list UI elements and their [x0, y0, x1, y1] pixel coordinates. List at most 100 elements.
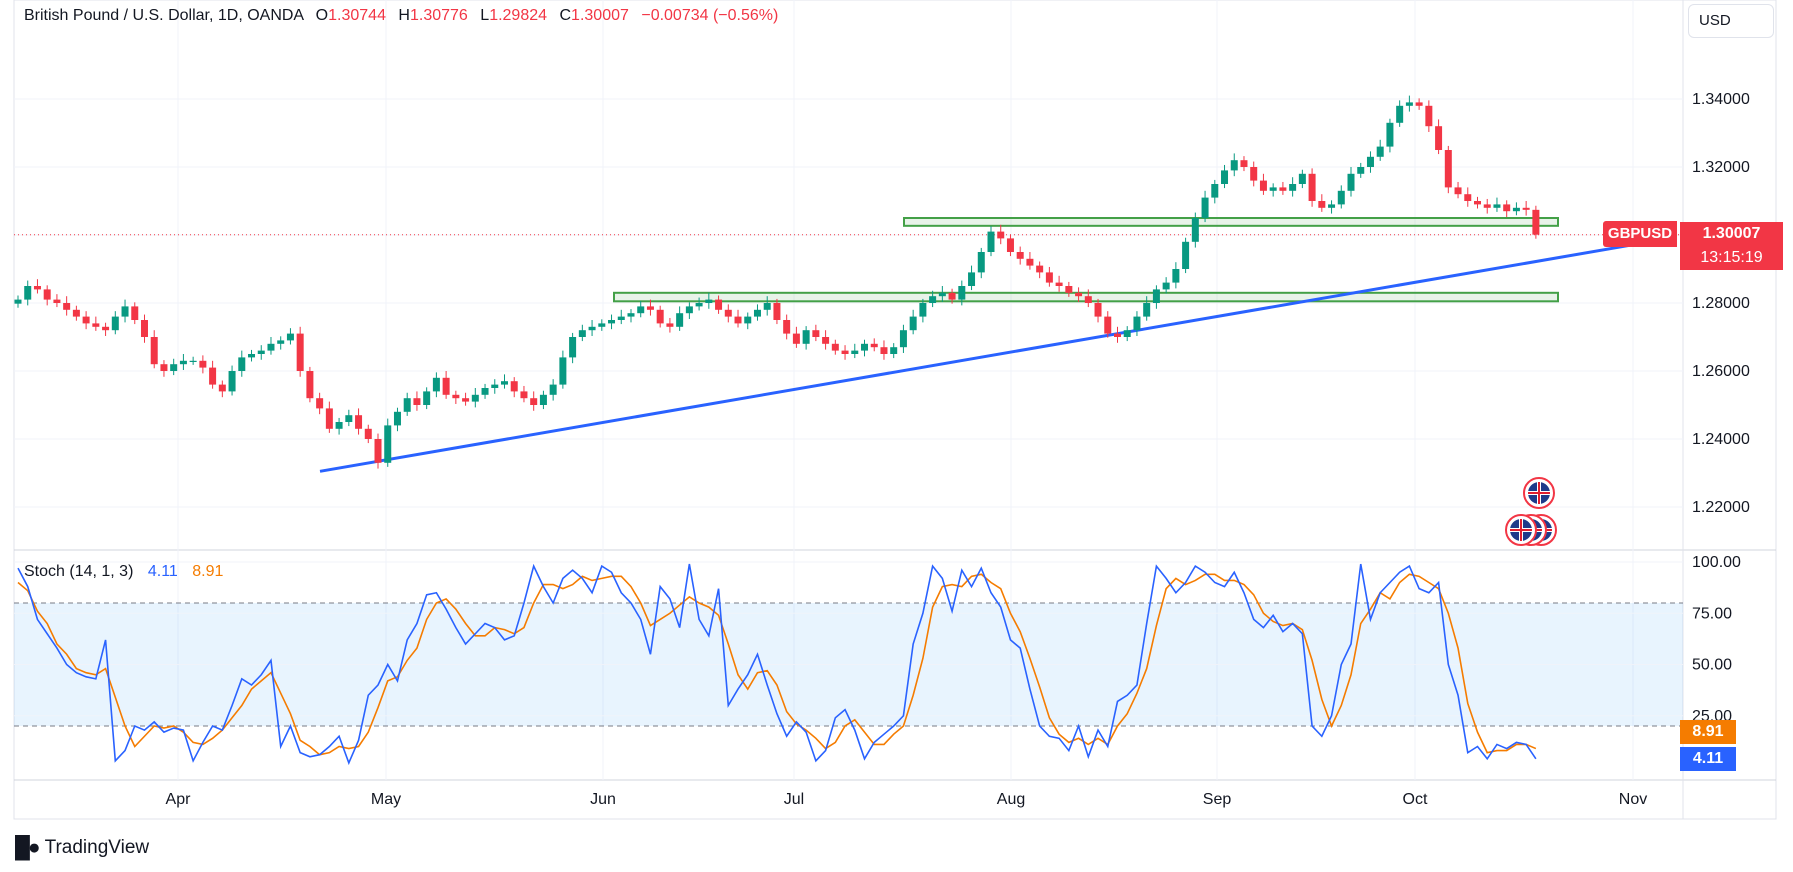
ohlc-high-key: H: [398, 7, 410, 24]
candle-body: [792, 333, 800, 344]
tradingview-wordmark: TradingView: [44, 837, 150, 858]
candle-body: [997, 231, 1005, 239]
candle-body: [1522, 207, 1530, 210]
candle-body: [170, 364, 178, 371]
candle-body: [1357, 167, 1365, 174]
price-change: −0.00734 (−0.56%): [641, 7, 779, 24]
event-markers[interactable]: [1505, 477, 1557, 546]
candle-body: [384, 425, 392, 463]
stoch-band: [14, 561, 1683, 727]
candle-body: [1366, 156, 1374, 167]
candle-body: [851, 350, 859, 354]
candle-body: [676, 313, 684, 327]
candle-body: [705, 299, 713, 303]
candle-body: [627, 313, 635, 317]
candle-body: [1259, 180, 1267, 191]
candle-body: [481, 388, 489, 395]
candle-body: [257, 350, 265, 354]
ohlc-open-key: O: [315, 7, 329, 24]
candle-body: [1104, 316, 1112, 334]
candle-body: [822, 337, 830, 344]
ohlc-close-value: 1.30007: [571, 7, 629, 24]
candle-body: [1143, 303, 1151, 317]
candle-body: [1221, 170, 1229, 184]
candle-body: [393, 411, 401, 426]
candle-body: [82, 316, 90, 324]
candle-body: [598, 323, 606, 327]
stoch-d-tag: 8.91: [1680, 720, 1736, 744]
price-tick-label: 1.22000: [1692, 499, 1750, 516]
candle-body: [1503, 204, 1511, 212]
candle-body: [1211, 184, 1219, 198]
last-price-tag: 1.30007: [1680, 222, 1783, 246]
symbol-legend[interactable]: British Pound / U.S. Dollar, 1D, OANDA O…: [24, 7, 778, 25]
candle-body: [695, 303, 703, 307]
candle-body: [102, 326, 110, 331]
uk-flag-icon: [1505, 514, 1537, 546]
candle-body: [423, 391, 431, 405]
candle-body: [316, 398, 324, 409]
price-tick-label: 1.24000: [1692, 431, 1750, 448]
candle-body: [325, 408, 333, 429]
candle-body: [938, 292, 946, 297]
candle-body: [33, 286, 41, 290]
candle-body: [1123, 330, 1131, 337]
candle-body: [870, 343, 878, 348]
candle-body: [578, 330, 586, 337]
stoch-d-line: [17, 573, 1537, 756]
candle-body: [335, 422, 343, 429]
stoch-tick-label: 75.00: [1692, 605, 1732, 622]
stoch-k-value: 4.11: [147, 563, 178, 580]
ohlc-close-key: C: [559, 7, 572, 24]
candle-body: [1269, 187, 1277, 191]
candle-body: [1512, 207, 1520, 212]
time-axis[interactable]: Apr May Jun Jul Aug Sep Oct Nov: [166, 791, 1648, 808]
candle-body: [530, 398, 538, 405]
trendline-segment: [319, 240, 1651, 473]
candle-body: [617, 316, 625, 320]
candle-body: [53, 299, 61, 303]
time-tick-label: Nov: [1619, 791, 1647, 808]
stoch-tick-label: 100.00: [1692, 554, 1741, 571]
candle-body: [1454, 187, 1462, 195]
time-tick-label: Jul: [784, 791, 804, 808]
candle-body: [364, 428, 372, 439]
candle-body: [1016, 252, 1024, 259]
candle-body: [899, 330, 907, 348]
stoch-k-tag: 4.11: [1680, 747, 1736, 771]
candle-body: [267, 343, 275, 351]
bar-countdown: 13:15:19: [1680, 246, 1783, 270]
candle-body: [1532, 209, 1540, 235]
candle-body: [987, 231, 995, 252]
candle-body: [1055, 282, 1063, 286]
candle-body: [72, 309, 80, 317]
candle-body: [1376, 146, 1384, 157]
candle-body: [763, 303, 771, 310]
candle-body: [753, 309, 761, 317]
price-tick-label: 1.34000: [1692, 91, 1750, 108]
candle-body: [1162, 282, 1170, 290]
trendline[interactable]: [14, 234, 1683, 473]
candle-body: [209, 367, 217, 385]
candle-body: [179, 360, 187, 365]
candle-body: [1493, 204, 1501, 208]
candle-body: [841, 350, 849, 354]
candle-body: [1250, 167, 1258, 181]
candle-body: [744, 316, 752, 324]
candle-body: [1308, 173, 1316, 201]
candle-body: [1045, 272, 1053, 283]
candle-body: [1026, 258, 1034, 266]
candle-body: [189, 360, 197, 362]
candle-body: [831, 343, 839, 351]
tradingview-logo[interactable]: █● TradingView: [15, 836, 149, 860]
candle-body: [1133, 316, 1141, 331]
stoch-legend[interactable]: Stoch (14, 1, 3) 4.11 8.91: [24, 563, 223, 581]
candle-body: [1084, 296, 1092, 303]
candle-body: [1396, 105, 1404, 123]
time-tick-label: Jun: [590, 791, 616, 808]
currency-button[interactable]: USD: [1688, 4, 1774, 38]
stoch-k-line: [17, 563, 1537, 766]
candle-body: [1483, 204, 1491, 208]
candle-body: [608, 320, 616, 324]
